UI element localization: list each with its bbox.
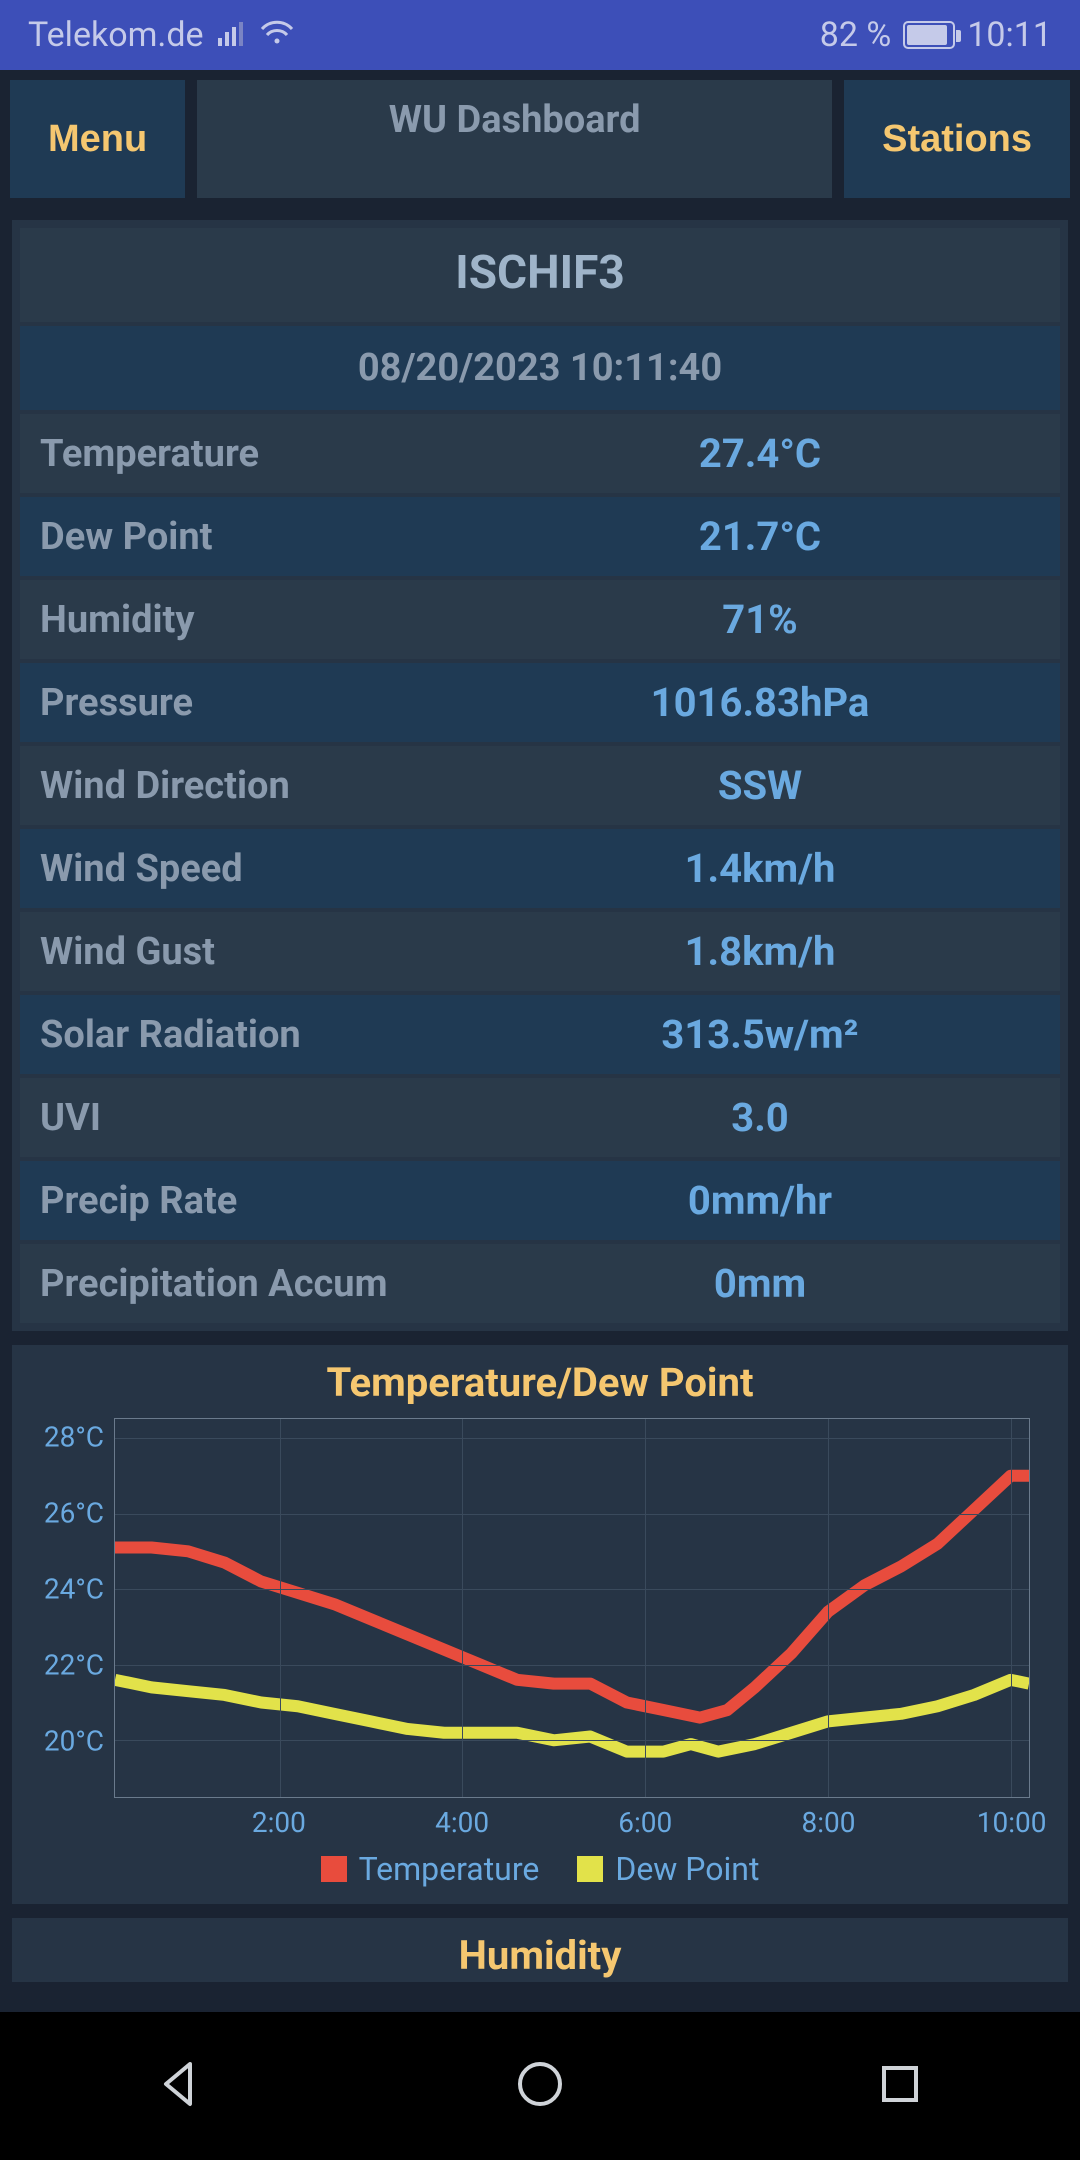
chart-plot-area[interactable]	[114, 1418, 1030, 1798]
data-value: 21.7°C	[480, 513, 1040, 560]
carrier-label: Telekom.de	[28, 15, 204, 55]
app-toolbar: Menu WU Dashboard Stations	[0, 70, 1080, 208]
nav-recent-button[interactable]	[874, 2058, 926, 2114]
android-status-bar: Telekom.de 82 % 10:11	[0, 0, 1080, 70]
data-value: 71%	[480, 596, 1040, 643]
nav-back-button[interactable]	[154, 2058, 206, 2114]
data-value: 0mm/hr	[480, 1177, 1040, 1224]
x-tick-label: 8:00	[801, 1806, 855, 1839]
data-row: Pressure1016.83hPa	[20, 663, 1060, 742]
data-row: Precipitation Accum0mm	[20, 1244, 1060, 1323]
chart-title: Temperature/Dew Point	[22, 1359, 1058, 1406]
x-tick-label: 10:00	[977, 1806, 1047, 1839]
data-label: Pressure	[40, 681, 480, 725]
y-tick-label: 22°C	[44, 1649, 104, 1682]
data-row: Wind Gust1.8km/h	[20, 912, 1060, 991]
data-label: UVI	[40, 1096, 480, 1140]
data-value: SSW	[480, 762, 1040, 809]
nav-home-button[interactable]	[514, 2058, 566, 2114]
x-tick-label: 4:00	[435, 1806, 489, 1839]
data-label: Temperature	[40, 432, 480, 476]
temp-dewpoint-chart: Temperature/Dew Point 20°C 22°C 24°C 26°C 28…	[12, 1345, 1068, 1904]
data-row: Humidity71%	[20, 580, 1060, 659]
legend-item[interactable]: Dew Point	[577, 1850, 759, 1888]
x-tick-label: 6:00	[618, 1806, 672, 1839]
y-tick-label: 24°C	[44, 1573, 104, 1606]
legend-swatch	[577, 1856, 603, 1882]
y-tick-label: 28°C	[44, 1421, 104, 1454]
data-label: Precipitation Accum	[40, 1262, 480, 1306]
battery-icon	[903, 21, 955, 49]
legend-label: Dew Point	[615, 1850, 759, 1888]
data-label: Wind Speed	[40, 847, 480, 891]
data-value: 27.4°C	[480, 430, 1040, 477]
x-tick-label: 2:00	[252, 1806, 306, 1839]
data-row: UVI3.0	[20, 1078, 1060, 1157]
data-label: Precip Rate	[40, 1179, 480, 1223]
status-time: 10:11	[967, 15, 1052, 55]
data-row: Dew Point21.7°C	[20, 497, 1060, 576]
y-tick-label: 20°C	[44, 1725, 104, 1758]
data-label: Humidity	[40, 598, 480, 642]
data-label: Wind Gust	[40, 930, 480, 974]
data-row: Temperature27.4°C	[20, 414, 1060, 493]
y-tick-label: 26°C	[44, 1497, 104, 1530]
data-row: Wind Speed1.4km/h	[20, 829, 1060, 908]
legend-label: Temperature	[359, 1850, 540, 1888]
data-value: 3.0	[480, 1094, 1040, 1141]
data-label: Dew Point	[40, 515, 480, 559]
data-value: 313.5w/m²	[480, 1011, 1040, 1058]
android-nav-bar	[0, 2012, 1080, 2160]
station-id: ISCHIF3	[20, 228, 1060, 322]
legend-item[interactable]: Temperature	[321, 1850, 540, 1888]
data-row: Wind DirectionSSW	[20, 746, 1060, 825]
data-value: 1.8km/h	[480, 928, 1040, 975]
data-row: Precip Rate0mm/hr	[20, 1161, 1060, 1240]
signal-icon	[218, 15, 246, 55]
data-label: Solar Radiation	[40, 1013, 480, 1057]
wifi-icon	[260, 15, 294, 55]
menu-button[interactable]: Menu	[10, 80, 185, 198]
station-timestamp: 08/20/2023 10:11:40	[20, 326, 1060, 410]
chart-series-line	[115, 1476, 1029, 1718]
app-title: WU Dashboard	[197, 80, 832, 198]
stations-button[interactable]: Stations	[844, 80, 1070, 198]
battery-pct: 82 %	[820, 15, 892, 55]
chart-legend: Temperature Dew Point	[22, 1850, 1058, 1894]
data-row: Solar Radiation313.5w/m²	[20, 995, 1060, 1074]
data-label: Wind Direction	[40, 764, 480, 808]
chart-x-axis: 2:004:006:008:0010:00	[114, 1798, 1030, 1840]
data-value: 1.4km/h	[480, 845, 1040, 892]
chart-y-axis: 20°C 22°C 24°C 26°C 28°C	[22, 1418, 114, 1798]
data-value: 0mm	[480, 1260, 1040, 1307]
legend-swatch	[321, 1856, 347, 1882]
data-value: 1016.83hPa	[480, 679, 1040, 726]
station-panel: ISCHIF3 08/20/2023 10:11:40 Temperature2…	[12, 220, 1068, 1331]
humidity-chart-title-partial: Humidity	[12, 1918, 1068, 1982]
